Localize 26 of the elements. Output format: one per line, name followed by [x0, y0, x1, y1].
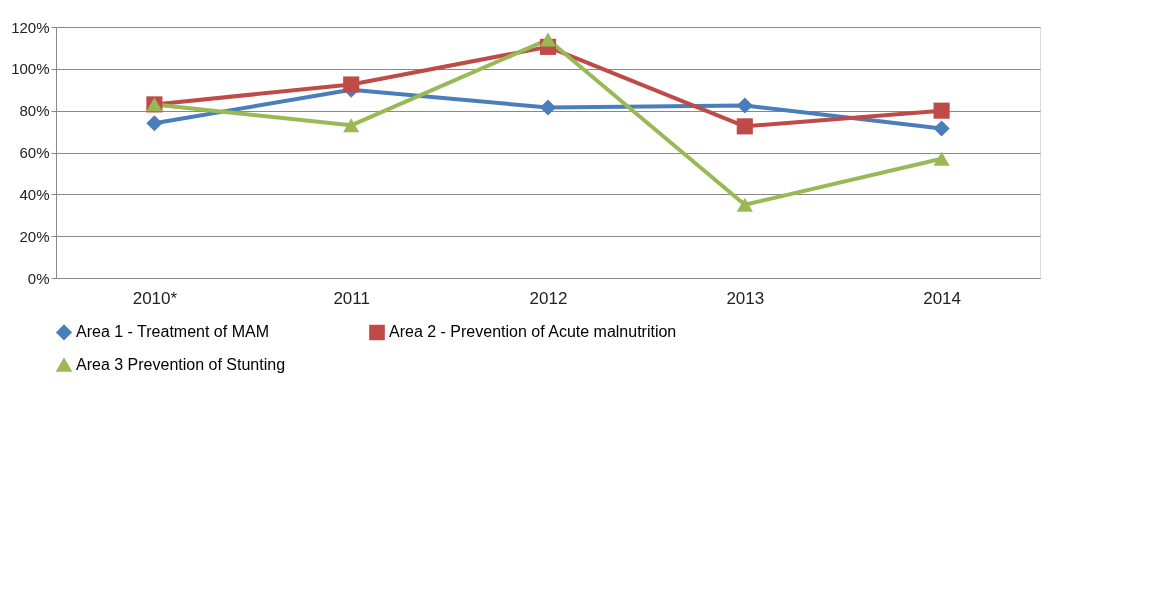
point	[146, 115, 163, 132]
y-tick-label: 20%	[19, 227, 50, 245]
x-tick-label: 2012	[529, 288, 568, 308]
x-tick-label: 2014	[923, 288, 962, 308]
y-tick-label: 80%	[19, 102, 50, 120]
y-tick-label: 40%	[19, 185, 50, 203]
point	[736, 118, 753, 135]
point	[343, 118, 360, 133]
point	[933, 120, 950, 137]
point	[933, 102, 950, 119]
point	[539, 32, 557, 47]
y-tick-label: 100%	[11, 60, 50, 78]
point	[539, 99, 557, 116]
point	[736, 197, 753, 212]
point	[933, 151, 950, 166]
x-tick-label: 2011	[333, 288, 370, 308]
x-tick-label: 2010*	[132, 288, 178, 308]
legend-label: Area 3 Prevention of Stunting	[76, 356, 286, 373]
y-tick-label: 120%	[11, 18, 50, 36]
y-tick-label: 60%	[19, 144, 50, 161]
legend-label: Area 1 - Treatment of MAM	[76, 323, 269, 341]
x-tick-label: 2013	[726, 288, 765, 308]
point	[736, 97, 753, 114]
legend-label: Area 2 - Prevention of Acute malnutrition	[389, 323, 677, 341]
y-tick-label: 0%	[27, 269, 50, 287]
point	[343, 76, 360, 93]
